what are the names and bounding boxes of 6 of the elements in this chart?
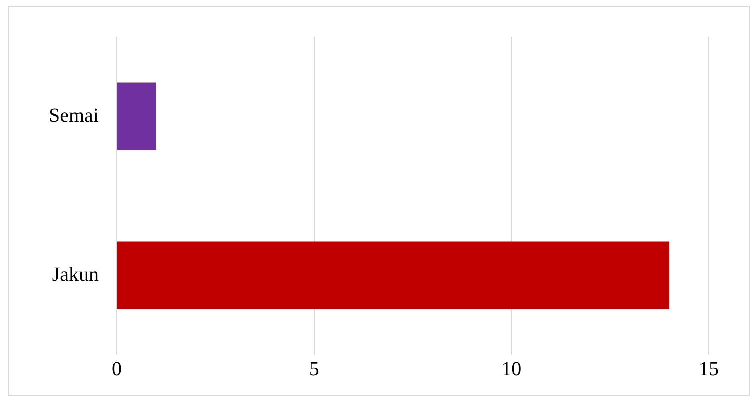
y-tick-label: Jakun <box>52 264 99 286</box>
x-tick-label: 15 <box>699 358 719 380</box>
x-tick-label: 5 <box>309 358 320 380</box>
x-tick-label: 10 <box>502 358 522 380</box>
x-tick-label: 0 <box>112 358 122 380</box>
y-tick-label: Semai <box>48 104 100 127</box>
